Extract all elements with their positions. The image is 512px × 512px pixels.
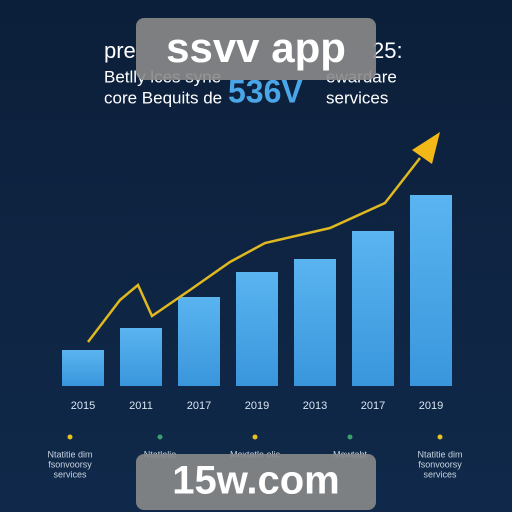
x-tick-label: 2019 xyxy=(419,400,443,412)
x-tick-label: 2017 xyxy=(187,400,211,412)
watermark: 15w.com xyxy=(172,459,339,503)
header-text: core Bequits de xyxy=(104,88,222,107)
watermark-box xyxy=(136,18,376,80)
bar xyxy=(120,328,162,386)
legend-text: services xyxy=(53,469,87,479)
x-tick-label: 2013 xyxy=(303,400,327,412)
legend-dot xyxy=(157,434,163,440)
legend-text: Ntatitie dim xyxy=(417,449,462,459)
legend-text: Ntatitie dim xyxy=(47,449,92,459)
legend-dot xyxy=(437,434,443,440)
legend-dot xyxy=(252,434,258,440)
x-tick-label: 2017 xyxy=(361,400,385,412)
bar xyxy=(236,272,278,386)
legend-dot xyxy=(347,434,353,440)
bar xyxy=(410,195,452,386)
header-text: services xyxy=(326,88,388,107)
x-tick-label: 2019 xyxy=(245,400,269,412)
header-text: 25: xyxy=(372,38,403,63)
bar xyxy=(352,231,394,386)
header-text: pre xyxy=(104,38,136,63)
watermark: ssvv app xyxy=(166,24,346,71)
bar xyxy=(294,259,336,386)
trend-arrow xyxy=(412,132,440,164)
legend-text: fsonvoorsy xyxy=(48,459,92,469)
bar xyxy=(62,350,104,386)
legend-text: fsonvoorsy xyxy=(418,459,462,469)
x-tick-label: 2015 xyxy=(71,400,95,412)
legend-text: services xyxy=(423,469,457,479)
x-tick-label: 2011 xyxy=(129,400,153,412)
watermark-box xyxy=(136,454,376,510)
bars: 2015 2011 2017 2019 2013 2017 2019 xyxy=(62,195,452,412)
bar xyxy=(178,297,220,386)
legend-dot xyxy=(67,434,73,440)
trend-line xyxy=(87,157,421,343)
